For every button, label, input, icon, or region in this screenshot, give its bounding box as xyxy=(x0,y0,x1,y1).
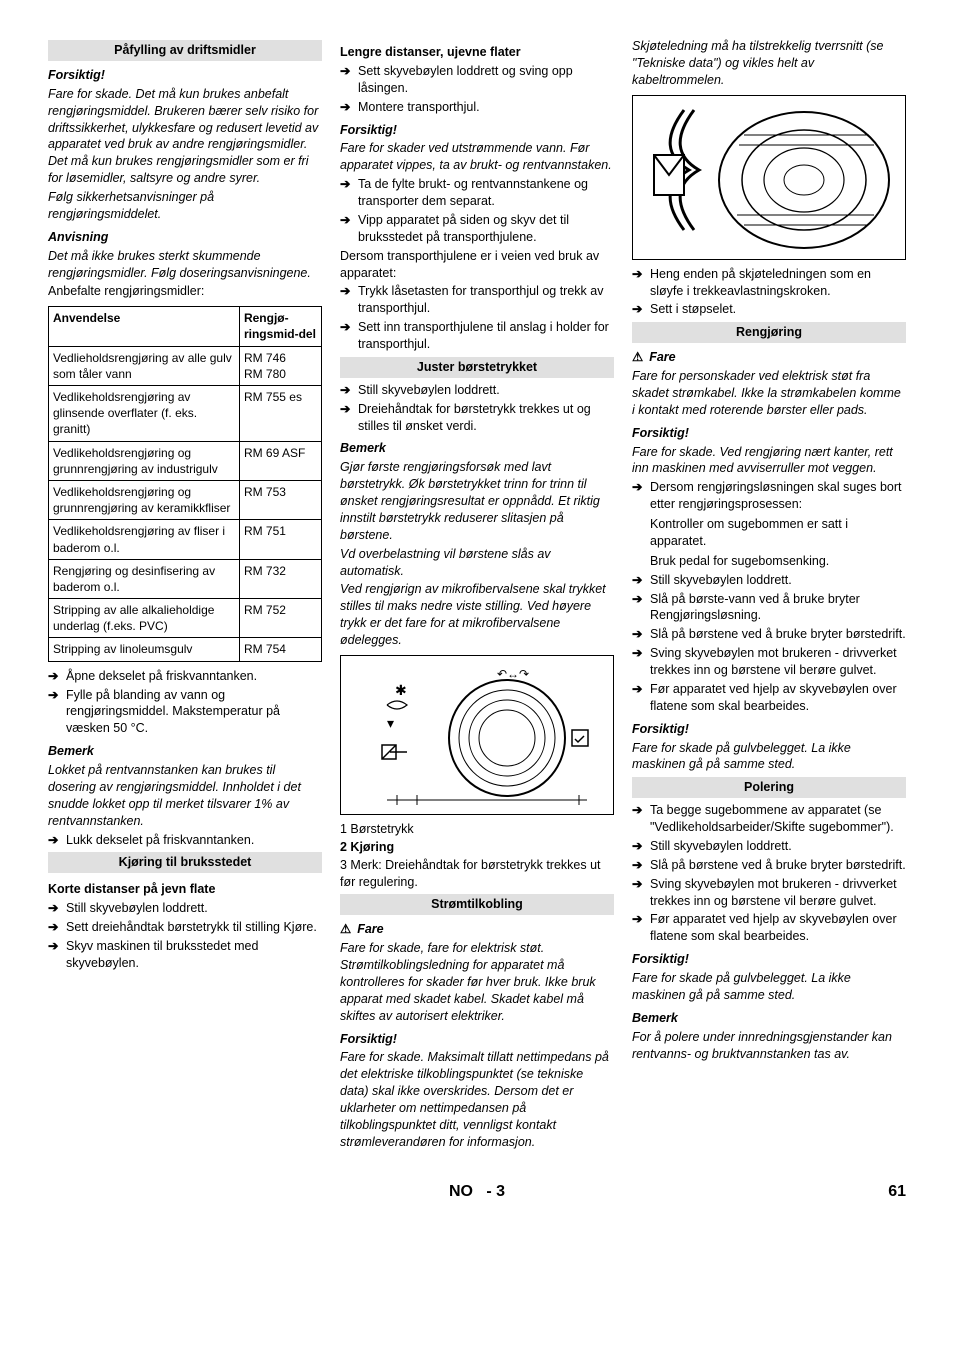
c3-fare: Fare xyxy=(632,349,906,366)
arrow-item: Dreiehåndtak for børstetrykk trekkes ut … xyxy=(340,401,614,435)
arrow-item: Slå på børste-vann ved å bruke bryter Re… xyxy=(632,591,906,625)
svg-text:3: 3 xyxy=(576,809,582,810)
arrow-item: Ta de fylte brukt- og rentvannstankene o… xyxy=(340,176,614,210)
table-row: Vedlikeholdsrengjøring og grunnrengjørin… xyxy=(49,480,322,519)
bemerk-label: Bemerk xyxy=(48,743,322,760)
caption-2: 2 Kjøring xyxy=(340,839,614,856)
arrow-lukk: Lukk dekselet på friskvanntanken. xyxy=(48,832,322,849)
arrow-item: Still skyvebøylen loddrett. xyxy=(340,382,614,399)
arrow-item: Åpne dekselet på friskvanntanken. xyxy=(48,668,322,685)
fare-text: Fare for skade, fare for elektrisk støt.… xyxy=(340,940,614,1024)
table-row: Stripping av alle alkalieholdige underla… xyxy=(49,599,322,638)
caption-3: 3 Merk: Dreiehåndtak for børstetrykk tre… xyxy=(340,857,614,891)
arrow-item: Trykk låsetasten for transporthjul og tr… xyxy=(340,283,614,317)
anbefalte-text: Anbefalte rengjøringsmidler: xyxy=(48,283,322,300)
dersom-text: Dersom transporthjulene er i veien ved b… xyxy=(340,248,614,282)
c2-bemerk-text2: Vd overbelastning vil børstene slås av a… xyxy=(340,546,614,580)
anvisning-text: Det må ikke brukes sterkt skummende reng… xyxy=(48,248,322,282)
c3-forsiktig-text: Fare for skade. Ved rengjøring nært kant… xyxy=(632,444,906,478)
anvisning-label: Anvisning xyxy=(48,229,322,246)
c2-forsiktig: Forsiktig! xyxy=(340,122,614,139)
lengre-label: Lengre distanser, ujevne flater xyxy=(340,44,614,61)
footer-lang: NO xyxy=(449,1183,473,1200)
arrow-item: Sett inn transporthjulene til anslag i h… xyxy=(340,319,614,353)
c2-bemerk-text: Gjør første rengjøringsforsøk med lavt b… xyxy=(340,459,614,543)
arrow-item: Sett dreiehåndtak børstetrykk til stilli… xyxy=(48,919,322,936)
arrow-item: Skyv maskinen til bruksstedet med skyveb… xyxy=(48,938,322,972)
bemerk-text: Lokket på rentvannstanken kan brukes til… xyxy=(48,762,322,830)
arrow-item: Montere transporthjul. xyxy=(340,99,614,116)
c2-forsiktig-text: Fare for skader ved utstrømmende vann. F… xyxy=(340,140,614,174)
arrow-dersom: Dersom rengjøringsløsningen skal suges b… xyxy=(632,479,906,569)
arrow-item: Still skyvebøylen loddrett. xyxy=(632,572,906,589)
c3-forsiktig2: Forsiktig! xyxy=(632,721,906,738)
header-strom: Strømtilkobling xyxy=(340,894,614,915)
arrow-item: Slå på børstene ved å bruke bryter børst… xyxy=(632,857,906,874)
c3-bemerk: Bemerk xyxy=(632,1010,906,1027)
arrow-item: Slå på børstene ved å bruke bryter børst… xyxy=(632,626,906,643)
arrow-item: Før apparatet ved hjelp av skyvebøylen o… xyxy=(632,911,906,945)
header-polering: Polering xyxy=(632,777,906,798)
svg-text:1: 1 xyxy=(394,809,400,810)
svg-text:✱: ✱ xyxy=(395,682,407,698)
table-row: Vedlikeholdsrengjøring og grunnrengjørin… xyxy=(49,441,322,480)
header-rengjoring: Rengjøring xyxy=(632,322,906,343)
column-1: Påfylling av driftsmidler Forsiktig! Far… xyxy=(48,36,322,1153)
arrow-item: Vipp apparatet på siden og skyv det til … xyxy=(340,212,614,246)
arrow-item: Sett i støpselet. xyxy=(632,301,906,318)
c3-forsiktig3: Forsiktig! xyxy=(632,951,906,968)
c2-forsiktig2-text: Fare for skade. Maksimalt tillatt nettim… xyxy=(340,1049,614,1150)
c3-forsiktig2-text: Fare for skade på gulvbelegget. La ikke … xyxy=(632,740,906,774)
header-kjoring: Kjøring til bruksstedet xyxy=(48,852,322,873)
c2-forsiktig2: Forsiktig! xyxy=(340,1031,614,1048)
header-juster: Juster børstetrykket xyxy=(340,357,614,378)
skjote-text: Skjøteledning må ha tilstrekkelig tverrs… xyxy=(632,38,906,89)
arrow-item: Før apparatet ved hjelp av skyvebøylen o… xyxy=(632,681,906,715)
arrow-item: Sett skyvebøylen loddrett og sving opp l… xyxy=(340,63,614,97)
c2-bemerk: Bemerk xyxy=(340,440,614,457)
table-row: Rengjøring og desinfisering av baderom o… xyxy=(49,559,322,598)
forsiktig-label: Forsiktig! xyxy=(48,67,322,84)
c3-fare-text: Fare for personskader ved elektrisk støt… xyxy=(632,368,906,419)
svg-text:2: 2 xyxy=(414,809,420,810)
arrow-item: Heng enden på skjøteledningen som en slø… xyxy=(632,266,906,300)
arrow-item: Sving skyvebøylen mot brukeren - drivver… xyxy=(632,645,906,679)
dial-captions: 1 Børstetrykk 2 Kjøring 3 Merk: Dreiehån… xyxy=(340,821,614,891)
korte-label: Korte distanser på jevn flate xyxy=(48,881,322,898)
header-pafylling: Påfylling av driftsmidler xyxy=(48,40,322,61)
svg-text:▾: ▾ xyxy=(387,715,394,731)
page-footer: NO - 3 61 xyxy=(48,1181,906,1203)
c3-forsiktig3-text: Fare for skade på gulvbelegget. La ikke … xyxy=(632,970,906,1004)
table-row: Vedlikeholdsrengjøring av fliser i bader… xyxy=(49,520,322,559)
th-anvendelse: Anvendelse xyxy=(49,307,240,346)
table-row: Vedlieholdsrengjøring av alle gulv som t… xyxy=(49,346,322,385)
table-row: Vedlikeholdsrengjøring av glinsende over… xyxy=(49,386,322,442)
arrow-item: Sving skyvebøylen mot brukeren - drivver… xyxy=(632,876,906,910)
c3-forsiktig: Forsiktig! xyxy=(632,425,906,442)
arrow-item: Fylle på blanding av vann og rengjørings… xyxy=(48,687,322,738)
column-3: Skjøteledning må ha tilstrekkelig tverrs… xyxy=(632,36,906,1153)
fare-label: Fare xyxy=(340,921,614,938)
arrow-item: Still skyvebøylen loddrett. xyxy=(48,900,322,917)
c3-bemerk-text: For å polere under innredningsgjenstande… xyxy=(632,1029,906,1063)
footer-page-abs: 61 xyxy=(866,1181,906,1203)
cable-svg xyxy=(639,100,899,255)
forsiktig-text2: Følg sikkerhetsanvisninger på rengjøring… xyxy=(48,189,322,223)
dial-illustration: ✱ ↶↔↷ ▾ 1 2 3 xyxy=(340,655,614,815)
forsiktig-text: Fare for skade. Det må kun brukes anbefa… xyxy=(48,86,322,187)
svg-text:↶↔↷: ↶↔↷ xyxy=(497,667,529,681)
table-row: Stripping av linoleumsgulvRM 754 xyxy=(49,638,322,661)
agents-table: Anvendelse Rengjø-ringsmid-del Vedliehol… xyxy=(48,306,322,661)
arrow-item: Ta begge sugebommene av apparatet (se "V… xyxy=(632,802,906,836)
column-2: Lengre distanser, ujevne flater Sett sky… xyxy=(340,36,614,1153)
footer-page-rel: 3 xyxy=(496,1183,505,1200)
c2-bemerk-text3: Ved rengjørign av mikrofibervalsene skal… xyxy=(340,581,614,649)
th-rengjoringsmiddel: Rengjø-ringsmid-del xyxy=(239,307,321,346)
cable-illustration xyxy=(632,95,906,260)
arrow-item: Still skyvebøylen loddrett. xyxy=(632,838,906,855)
dial-svg: ✱ ↶↔↷ ▾ 1 2 3 xyxy=(357,660,597,810)
caption-1: 1 Børstetrykk xyxy=(340,821,614,838)
